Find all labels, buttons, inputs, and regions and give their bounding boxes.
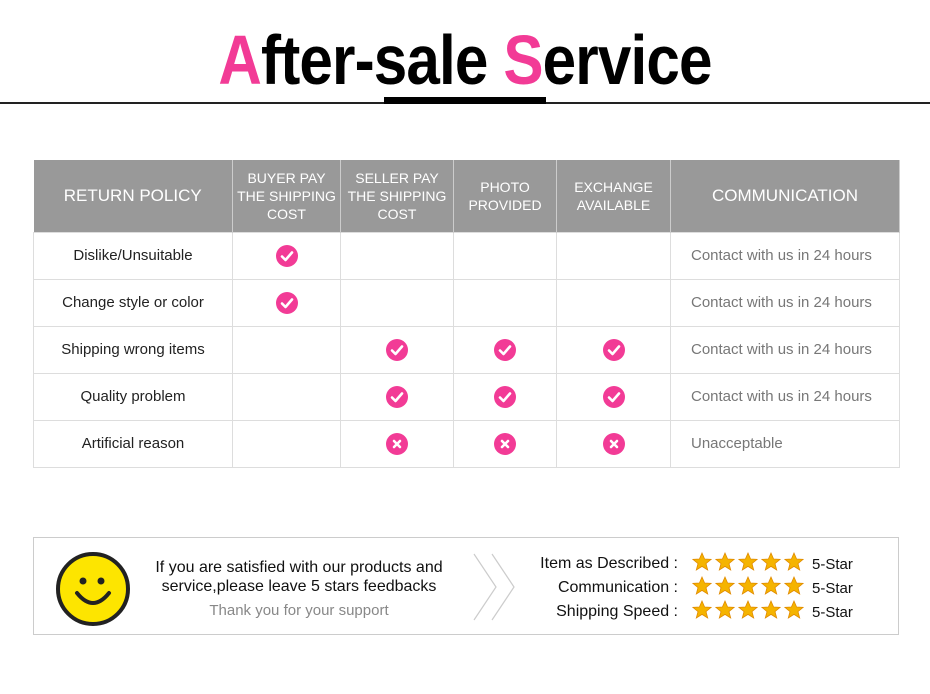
page-title: After-sale Service	[218, 21, 712, 99]
mark-cell	[453, 278, 557, 327]
table-row: Change style or color Contact with us in …	[33, 278, 900, 327]
rating-stars	[691, 599, 812, 625]
feedback-message: If you are satisfied with our products a…	[155, 559, 443, 595]
mark-cell	[453, 231, 557, 280]
communication-cell: Contact with us in 24 hours	[670, 231, 900, 280]
check-icon	[494, 338, 516, 361]
policy-cell: Quality problem	[33, 372, 233, 421]
table-row: Artificial reason Unacceptable	[33, 419, 900, 468]
column-header: COMMUNICATION	[670, 160, 900, 232]
rating-stars	[691, 551, 812, 577]
rating-value: 5-Star	[812, 555, 853, 573]
star-icon	[783, 575, 805, 601]
column-header: RETURN POLICY	[33, 160, 233, 232]
mark-cell	[556, 419, 671, 468]
star-icon	[714, 575, 736, 601]
mark-cell	[340, 278, 454, 327]
mark-cell	[232, 231, 341, 280]
check-icon	[494, 385, 516, 408]
check-icon	[386, 338, 408, 361]
rating-label: Item as Described :	[540, 555, 678, 572]
mark-cell	[556, 325, 671, 374]
cross-icon	[602, 432, 625, 455]
mark-cell	[556, 278, 671, 327]
column-header: EXCHANGE AVAILABLE	[556, 160, 671, 232]
mark-cell	[232, 278, 341, 327]
cross-icon	[386, 432, 408, 455]
star-icon	[714, 599, 736, 625]
column-header: BUYER PAY THE SHIPPING COST	[232, 160, 341, 232]
rating-row: Communication : 5-Star	[514, 575, 853, 601]
policy-cell: Dislike/Unsuitable	[33, 231, 233, 280]
rating-label: Communication :	[557, 579, 678, 596]
star-icon	[760, 551, 782, 577]
check-icon	[275, 291, 298, 314]
rating-label: Shipping Speed :	[556, 603, 678, 620]
star-icon	[760, 575, 782, 601]
mark-cell	[232, 372, 341, 421]
mark-cell	[340, 231, 454, 280]
mark-cell	[232, 325, 341, 374]
mark-cell	[453, 325, 557, 374]
check-icon	[275, 244, 298, 267]
policy-cell: Artificial reason	[33, 419, 233, 468]
table-row: Shipping wrong items Contact with us in 2…	[33, 325, 900, 374]
mark-cell	[556, 372, 671, 421]
star-icon	[760, 599, 782, 625]
check-icon	[602, 385, 625, 408]
mark-cell	[232, 419, 341, 468]
title-underline	[384, 97, 546, 104]
chevron-right-icon	[473, 553, 515, 621]
rating-value: 5-Star	[812, 579, 853, 597]
mark-cell	[340, 325, 454, 374]
feedback-banner: If you are satisfied with our products a…	[33, 537, 899, 635]
check-icon	[386, 385, 408, 408]
column-header: SELLER PAY THE SHIPPING COST	[340, 160, 454, 232]
policy-cell: Change style or color	[33, 278, 233, 327]
star-icon	[783, 551, 805, 577]
star-icon	[691, 575, 713, 601]
policy-cell: Shipping wrong items	[33, 325, 233, 374]
mark-cell	[453, 419, 557, 468]
rating-value: 5-Star	[812, 603, 853, 621]
mark-cell	[340, 419, 454, 468]
star-icon	[783, 599, 805, 625]
rating-row: Shipping Speed : 5-Star	[514, 599, 853, 625]
smiley-icon	[56, 552, 130, 626]
communication-cell: Contact with us in 24 hours	[670, 372, 900, 421]
mark-cell	[340, 372, 454, 421]
table-row: Quality problem Contact with us in 24 hou…	[33, 372, 900, 421]
communication-cell: Unacceptable	[670, 419, 900, 468]
column-header: PHOTO PROVIDED	[453, 160, 557, 232]
table-row: Dislike/Unsuitable Contact with us in 24 …	[33, 231, 900, 280]
communication-cell: Contact with us in 24 hours	[670, 278, 900, 327]
star-icon	[714, 551, 736, 577]
communication-cell: Contact with us in 24 hours	[670, 325, 900, 374]
mark-cell	[556, 231, 671, 280]
thanks-text: Thank you for your support	[209, 602, 389, 619]
star-icon	[737, 575, 759, 601]
check-icon	[602, 338, 625, 361]
star-icon	[737, 551, 759, 577]
star-icon	[691, 599, 713, 625]
return-policy-table: RETURN POLICY BUYER PAY THE SHIPPING COST…	[33, 160, 900, 468]
star-icon	[737, 599, 759, 625]
rating-stars	[691, 575, 812, 601]
star-icon	[691, 551, 713, 577]
mark-cell	[453, 372, 557, 421]
rating-row: Item as Described : 5-Star	[514, 551, 853, 577]
cross-icon	[494, 432, 516, 455]
